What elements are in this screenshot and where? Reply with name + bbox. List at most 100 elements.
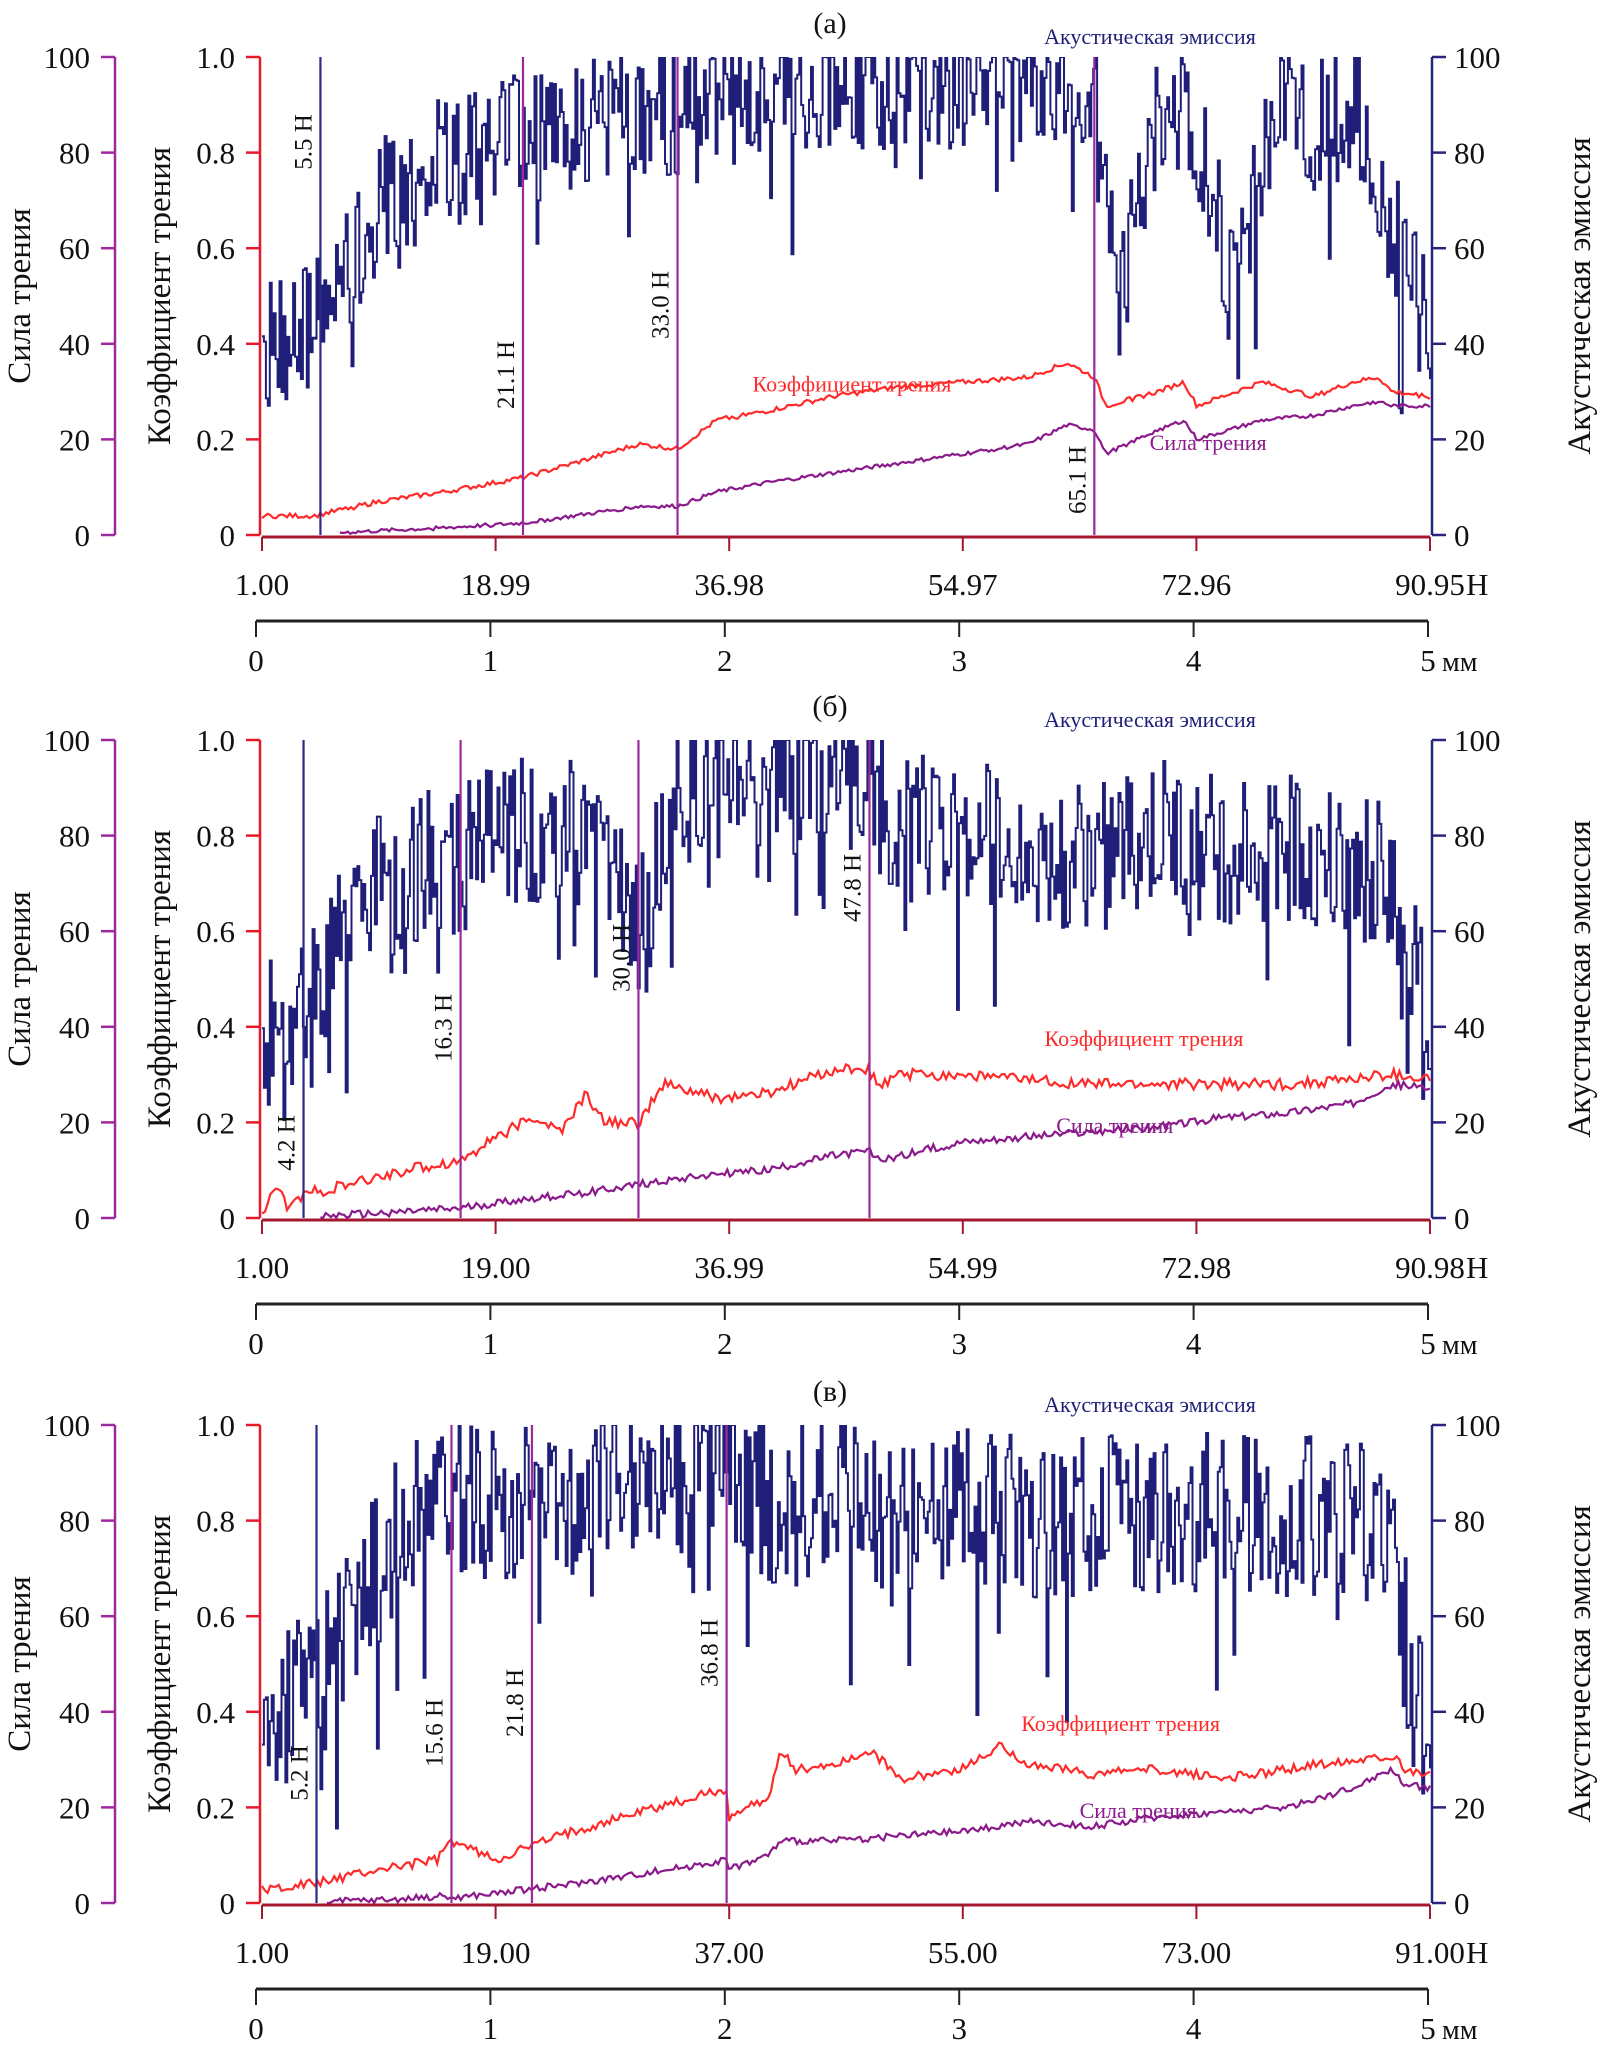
acoustic-axis-tick-label: 60 [1454, 914, 1485, 949]
coef-axis-tick-label: 0.6 [196, 914, 235, 949]
load-marker-label: 33.0 Н [648, 271, 675, 339]
acoustic-axis-tick-label: 80 [1454, 819, 1485, 854]
load-axis-tick-label: 55.00 [928, 1935, 998, 1970]
friction-force-line [320, 1078, 1431, 1220]
force-series-label: Сила трения [1056, 1113, 1173, 1138]
force-series-label: Сила трения [1150, 430, 1267, 455]
force-axis-tick-label: 40 [59, 327, 90, 362]
load-axis-tick-label: 1.00 [235, 1250, 289, 1285]
load-axis-tick-label: 91.00 [1395, 1935, 1465, 1970]
acoustic-axis-tick-label: 0 [1454, 1201, 1470, 1236]
force-axis-tick-label: 100 [44, 723, 91, 758]
acoustic-axis-tick-label: 80 [1454, 1504, 1485, 1539]
acoustic-axis-tick-label: 100 [1454, 40, 1501, 75]
distance-axis-tick-label: 3 [951, 643, 967, 678]
acoustic-series-label: Акустическая эмиссия [1044, 1392, 1256, 1417]
coef-axis-tick-label: 0 [220, 1201, 236, 1236]
acoustic-emission-line [262, 1425, 1431, 1830]
acoustic-axis-tick-label: 20 [1454, 1790, 1485, 1825]
coef-axis-tick-label: 0.2 [196, 1105, 235, 1140]
distance-axis-tick-label: 0 [248, 1326, 264, 1361]
load-marker-label: 5.5 Н [290, 114, 317, 170]
acoustic-axis-tick-label: 40 [1454, 1010, 1485, 1045]
coef-axis-tick-label: 0.8 [196, 136, 235, 171]
coefficient-series-label: Коэффициент трения [1045, 1026, 1244, 1051]
distance-axis-tick-label: 1 [483, 2011, 499, 2046]
panel-title: (а) [813, 7, 846, 40]
acoustic-axis-tick-label: 80 [1454, 136, 1485, 171]
load-marker-label: 4.2 Н [274, 1115, 301, 1171]
load-marker-label: 21.1 Н [493, 341, 520, 409]
acoustic-axis-tick-label: 40 [1454, 1695, 1485, 1730]
distance-axis-tick-label: 4 [1186, 2011, 1202, 2046]
friction-coefficient-line [261, 1061, 1431, 1215]
load-axis-tick-label: 54.99 [928, 1250, 998, 1285]
load-marker-label: 15.6 Н [421, 1699, 448, 1767]
acoustic-axis-tick-label: 0 [1454, 518, 1470, 553]
force-axis-label: Сила трения [2, 1576, 38, 1752]
coef-axis-tick-label: 0.4 [196, 1695, 235, 1730]
load-axis-tick-label: 73.00 [1162, 1935, 1232, 1970]
coef-axis-label: Коэффициент трения [142, 830, 178, 1128]
distance-axis-unit: мм [1442, 647, 1478, 678]
coef-axis-tick-label: 1.0 [196, 40, 235, 75]
distance-axis-tick-label: 0 [248, 2011, 264, 2046]
load-axis-unit: Н [1466, 567, 1488, 602]
friction-coefficient-line [261, 1741, 1431, 1895]
load-axis-tick-label: 72.98 [1162, 1250, 1232, 1285]
force-axis-tick-label: 80 [59, 1504, 90, 1539]
friction-coefficient-line [261, 362, 1431, 520]
force-axis-tick-label: 40 [59, 1010, 90, 1045]
distance-axis-tick-label: 0 [248, 643, 264, 678]
coef-axis-tick-label: 0.4 [196, 1010, 235, 1045]
distance-axis-tick-label: 2 [717, 2011, 733, 2046]
panel-2: (в) Акустическая эмиссия020406080100Сила … [2, 1375, 1598, 2046]
coef-axis-tick-label: 0.2 [196, 1790, 235, 1825]
force-axis-tick-label: 80 [59, 136, 90, 171]
coef-axis-tick-label: 0.6 [196, 231, 235, 266]
panel-0: (а) Акустическая эмиссия020406080100Сила … [2, 7, 1598, 678]
coef-axis-label: Коэффициент трения [142, 1515, 178, 1813]
acoustic-axis-tick-label: 40 [1454, 327, 1485, 362]
acoustic-axis-tick-label: 20 [1454, 422, 1485, 457]
coef-axis-tick-label: 1.0 [196, 723, 235, 758]
load-axis-tick-label: 54.97 [928, 567, 998, 602]
distance-axis-tick-label: 5 [1420, 1326, 1436, 1361]
force-axis-tick-label: 60 [59, 231, 90, 266]
friction-force-line [339, 399, 1431, 535]
panel-1: (б) Акустическая эмиссия020406080100Сила … [2, 690, 1598, 1361]
distance-axis-tick-label: 4 [1186, 1326, 1202, 1361]
acoustic-axis-label: Акустическая эмиссия [1562, 820, 1598, 1138]
load-axis-tick-label: 1.00 [235, 567, 289, 602]
load-marker-label: 16.3 Н [431, 994, 458, 1062]
coef-axis-tick-label: 1.0 [196, 1408, 235, 1443]
distance-axis-tick-label: 3 [951, 2011, 967, 2046]
load-axis-tick-label: 19.00 [461, 1935, 531, 1970]
acoustic-axis-tick-label: 20 [1454, 1105, 1485, 1140]
coef-axis-tick-label: 0 [220, 518, 236, 553]
force-axis-tick-label: 20 [59, 1105, 90, 1140]
force-axis-tick-label: 60 [59, 1599, 90, 1634]
distance-axis-tick-label: 5 [1420, 2011, 1436, 2046]
coef-axis-tick-label: 0.4 [196, 327, 235, 362]
distance-axis-tick-label: 4 [1186, 643, 1202, 678]
force-axis-tick-label: 40 [59, 1695, 90, 1730]
coef-axis-tick-label: 0 [220, 1886, 236, 1921]
force-axis-tick-label: 80 [59, 819, 90, 854]
distance-axis-tick-label: 2 [717, 1326, 733, 1361]
acoustic-emission-line [262, 740, 1431, 1121]
distance-axis-unit: мм [1442, 1330, 1478, 1361]
force-axis-label: Сила трения [2, 208, 38, 384]
force-axis-tick-label: 0 [75, 1201, 91, 1236]
acoustic-emission-line [262, 57, 1431, 415]
distance-axis-tick-label: 1 [483, 643, 499, 678]
load-axis-tick-label: 36.98 [694, 567, 764, 602]
coefficient-series-label: Коэффициент трения [753, 372, 952, 397]
load-axis-tick-label: 19.00 [461, 1250, 531, 1285]
load-axis-tick-label: 1.00 [235, 1935, 289, 1970]
coef-axis-tick-label: 0.8 [196, 819, 235, 854]
acoustic-axis-tick-label: 0 [1454, 1886, 1470, 1921]
force-axis-tick-label: 0 [75, 518, 91, 553]
load-axis-tick-label: 36.99 [694, 1250, 764, 1285]
coef-axis-tick-label: 0.6 [196, 1599, 235, 1634]
